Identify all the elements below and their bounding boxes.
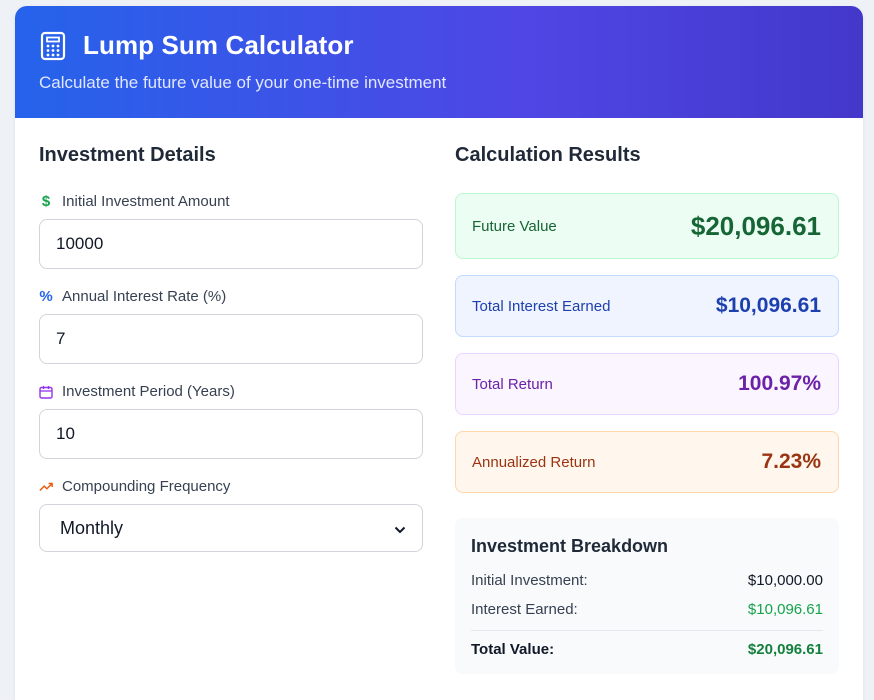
total-return-label: Total Return [472,375,553,393]
annualized-return-amount: 7.23% [761,450,821,473]
page-title: Lump Sum Calculator [83,30,354,60]
future-value-label: Future Value [472,217,557,235]
breakdown-row-total: Total Value: $20,096.61 [471,641,823,658]
initial-amount-input[interactable] [39,219,423,269]
calculation-results-title: Calculation Results [455,144,641,166]
chevron-down-icon [394,518,406,539]
investment-details-panel: Investment Details $ Initial Investment … [39,144,423,674]
percent-icon: % [39,288,53,305]
interest-rate-input[interactable] [39,314,423,364]
total-interest-card: Total Interest Earned $10,096.61 [455,275,839,337]
header: Lump Sum Calculator Calculate the future… [15,6,863,118]
interest-rate-label: % Annual Interest Rate (%) [39,288,227,305]
frequency-select[interactable]: Monthly [39,504,423,552]
total-return-amount: 100.97% [738,372,821,395]
breakdown-divider [471,630,823,631]
frequency-label: Compounding Frequency [39,478,423,495]
calculator-icon [39,31,67,61]
breakdown-row-interest: Interest Earned: $10,096.61 [471,601,823,618]
frequency-selected-value: Monthly [60,517,124,538]
calendar-icon [39,384,53,400]
breakdown-title: Investment Breakdown [471,536,669,556]
calculator-card: Lump Sum Calculator Calculate the future… [15,6,863,700]
period-input[interactable] [39,409,423,459]
total-return-card: Total Return 100.97% [455,353,839,415]
page-subtitle: Calculate the future value of your one-t… [39,73,447,92]
period-label: Investment Period (Years) [39,383,423,400]
annualized-return-label: Annualized Return [472,453,596,471]
investment-details-title: Investment Details [39,144,216,166]
total-interest-amount: $10,096.61 [715,294,821,317]
annualized-return-card: Annualized Return 7.23% [455,431,839,493]
total-interest-label: Total Interest Earned [472,297,611,315]
future-value-amount: $20,096.61 [690,210,821,241]
trending-up-icon [39,479,53,495]
breakdown-row-initial: Initial Investment: $10,000.00 [471,572,823,589]
dollar-icon: $ [41,193,51,210]
future-value-card: Future Value $20,096.61 [455,193,839,259]
calculation-results-panel: Calculation Results Future Value $20,096… [455,144,839,674]
investment-breakdown: Investment Breakdown Initial Investment:… [455,518,839,674]
initial-amount-label: $ Initial Investment Amount [39,193,423,210]
